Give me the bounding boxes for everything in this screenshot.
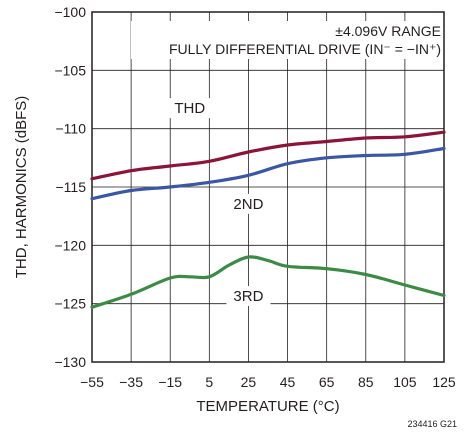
- y-tick-label: −120: [54, 237, 86, 253]
- plot-frame: [91, 11, 445, 363]
- series-line-2nd: [90, 146, 446, 201]
- x-axis-label: TEMPERATURE (°C): [196, 398, 339, 415]
- annotation-background: [131, 21, 442, 59]
- x-tick-label: 45: [280, 374, 296, 390]
- x-tick-label: 25: [241, 374, 257, 390]
- x-tick-label: −15: [158, 374, 182, 390]
- y-tick-label: −100: [54, 4, 86, 20]
- x-tick-label: 125: [432, 374, 456, 390]
- series-label-3rd: 3RD: [233, 288, 263, 305]
- series-label-background: [226, 193, 271, 214]
- annotation-line: ±4.096V RANGE: [335, 23, 441, 39]
- series-line-3rd: [90, 255, 446, 309]
- x-tick-label: 5: [205, 374, 213, 390]
- x-tick-labels: −55 −35 −15 5 25 45 65 85 105 125: [80, 374, 456, 390]
- grid: [92, 12, 444, 362]
- y-tick-label: −115: [56, 179, 87, 195]
- y-tick-label: −130: [54, 354, 86, 370]
- x-tick-label: −35: [119, 374, 143, 390]
- series-layer: [90, 130, 446, 309]
- x-tick-label: −55: [80, 374, 104, 390]
- y-tick-labels: −130 −125 −120 −115 −110 −105 −100: [54, 4, 86, 370]
- series-labels: THD 2ND 3RD: [167, 98, 271, 306]
- y-axis-label: THD, HARMONICS (dBFS): [13, 96, 30, 279]
- series-label-background: [167, 98, 212, 119]
- annotation-line: FULLY DIFFERENTIAL DRIVE (IN⁻ = −IN⁺): [169, 41, 441, 57]
- x-tick-label: 65: [319, 374, 335, 390]
- y-tick-label: −110: [56, 121, 87, 137]
- x-tick-label: 105: [393, 374, 417, 390]
- x-tick-label: 85: [358, 374, 374, 390]
- annotation-block: ±4.096V RANGE FULLY DIFFERENTIAL DRIVE (I…: [131, 21, 442, 59]
- series-label-thd: THD: [174, 100, 205, 117]
- figure-id: 234416 G21: [407, 419, 457, 429]
- y-tick-label: −125: [54, 296, 86, 312]
- series-label-2nd: 2ND: [233, 196, 263, 213]
- y-tick-label: −105: [54, 62, 86, 78]
- series-line-thd: [90, 130, 446, 181]
- series-label-background: [226, 286, 271, 306]
